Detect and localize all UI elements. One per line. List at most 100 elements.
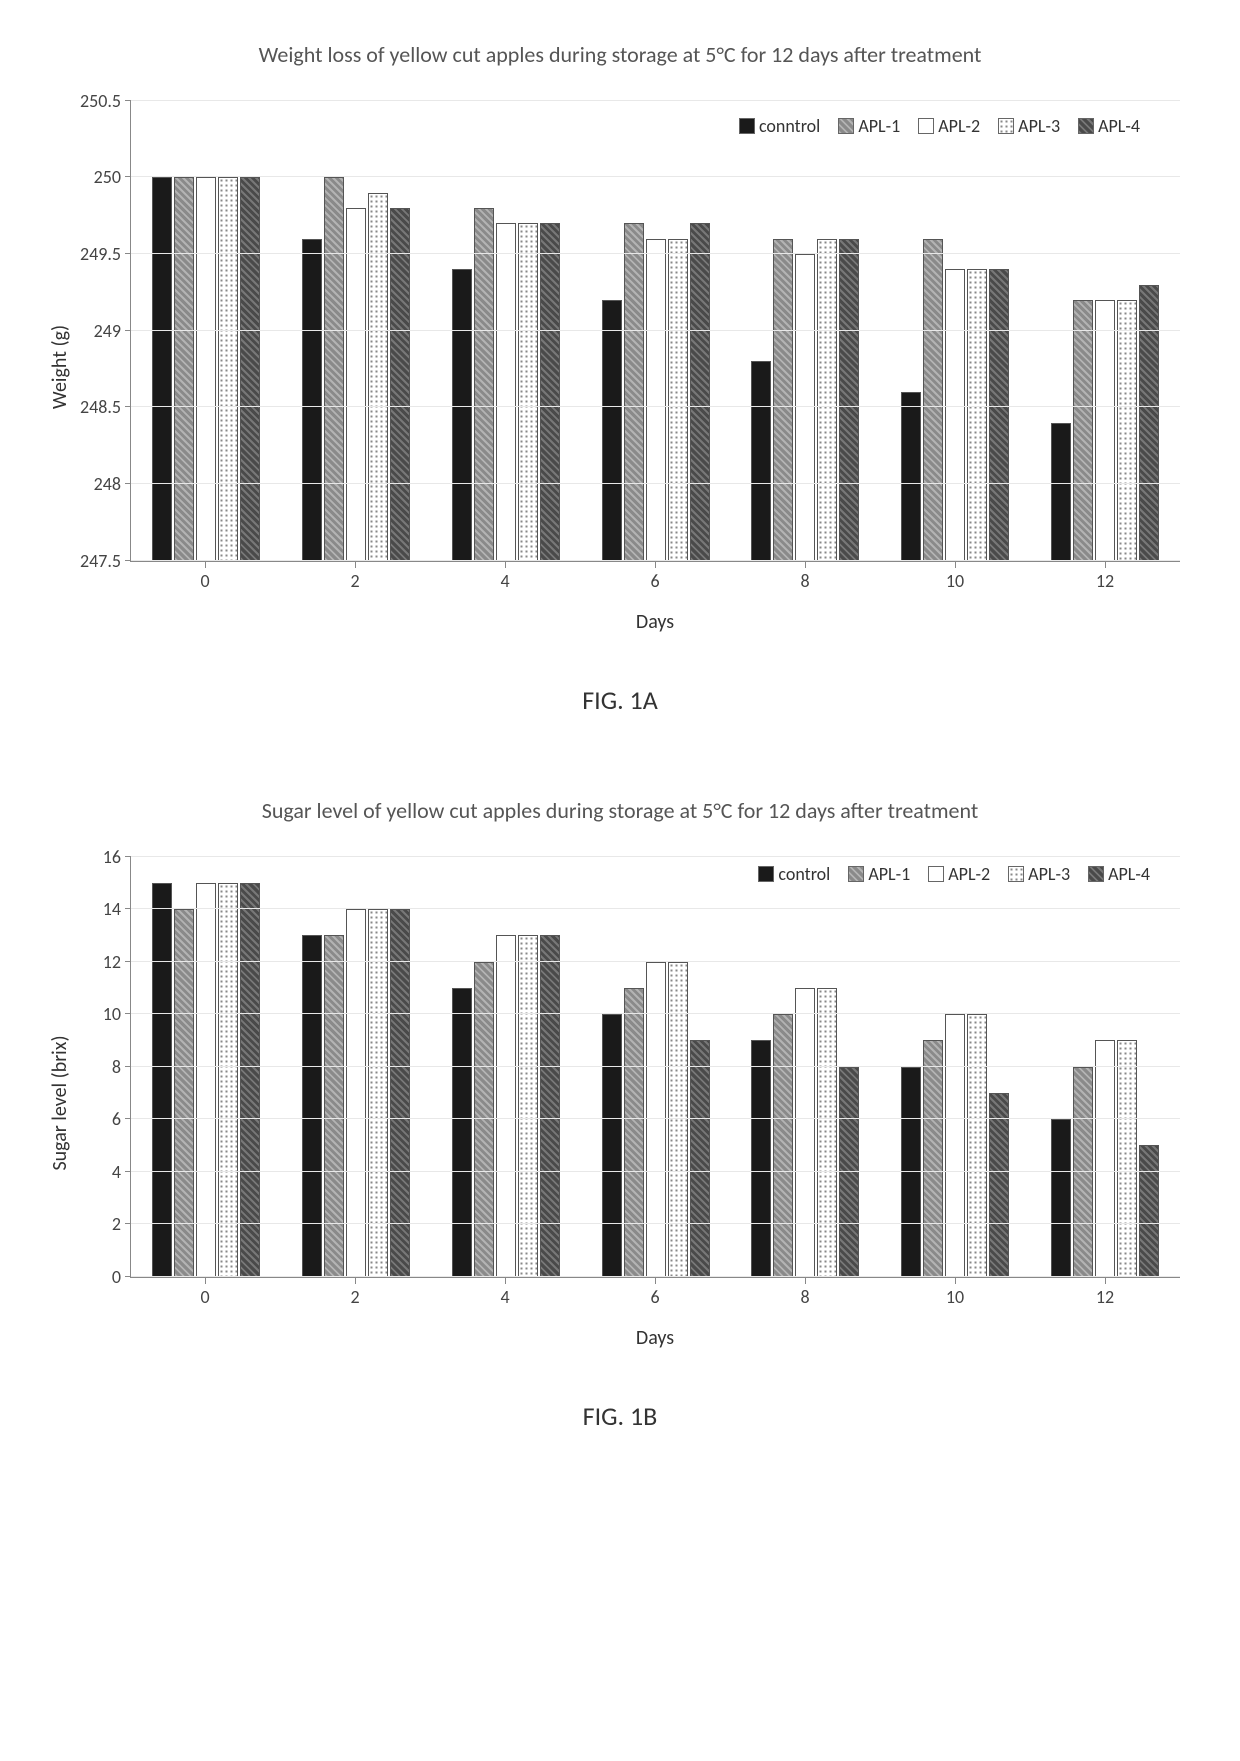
y-tick-label: 0 <box>112 1266 131 1288</box>
figure-1b: Sugar level of yellow cut apples during … <box>30 796 1210 1432</box>
legend-label: APL-4 <box>1098 115 1140 137</box>
y-tick-label: 249.5 <box>80 243 131 265</box>
legend-swatch-icon <box>758 866 774 882</box>
chart-a-legend: conntrolAPL-1APL-2APL-3APL-4 <box>739 115 1140 137</box>
chart-a-box: Weight (g) conntrolAPL-1APL-2APL-3APL-4 … <box>130 101 1180 634</box>
y-tick-label: 250.5 <box>80 90 131 112</box>
grid-line <box>131 1013 1180 1014</box>
bar <box>152 883 172 1277</box>
legend-label: APL-1 <box>858 115 900 137</box>
x-tick-label: 4 <box>430 570 580 592</box>
bar-group <box>880 857 1030 1277</box>
bar <box>540 223 560 560</box>
y-tick-label: 4 <box>112 1161 131 1183</box>
x-tick-label: 8 <box>730 570 880 592</box>
x-tick-label: 10 <box>880 570 1030 592</box>
grid-line <box>131 856 1180 857</box>
legend-label: APL-4 <box>1108 863 1150 885</box>
x-tick-label: 2 <box>280 1286 430 1308</box>
bar <box>240 883 260 1277</box>
bar <box>923 1040 943 1276</box>
bar <box>945 1014 965 1277</box>
bar <box>751 361 771 560</box>
bar <box>668 239 688 561</box>
grid-line <box>131 908 1180 909</box>
bar <box>368 193 388 561</box>
bar <box>518 223 538 560</box>
bar <box>1117 300 1137 561</box>
bar-group <box>1030 101 1180 561</box>
y-tick-label: 12 <box>103 951 131 973</box>
legend-item: conntrol <box>739 115 820 137</box>
bar-group <box>880 101 1030 561</box>
chart-b-ylabel: Sugar level (brix) <box>48 1036 72 1171</box>
chart-a-plot-area: conntrolAPL-1APL-2APL-3APL-4 247.5248248… <box>130 101 1180 562</box>
bar <box>901 392 921 561</box>
x-tick-label: 8 <box>730 1286 880 1308</box>
legend-swatch-icon <box>838 118 854 134</box>
bar-group <box>1030 857 1180 1277</box>
grid-line <box>131 483 1180 484</box>
grid-line <box>131 1276 1180 1277</box>
bar <box>817 988 837 1277</box>
legend-item: APL-1 <box>838 115 900 137</box>
x-tick-label: 4 <box>430 1286 580 1308</box>
bar-group <box>730 857 880 1277</box>
bar <box>518 935 538 1276</box>
figure-1b-caption: FIG. 1B <box>30 1400 1210 1432</box>
chart-a-ylabel: Weight (g) <box>48 325 72 409</box>
legend-item: APL-3 <box>998 115 1060 137</box>
y-tick-label: 14 <box>103 898 131 920</box>
y-tick-label: 250 <box>94 166 131 188</box>
bar <box>474 208 494 561</box>
bar <box>390 208 410 561</box>
bar <box>1139 285 1159 561</box>
bar <box>540 935 560 1276</box>
legend-item: APL-4 <box>1088 863 1150 885</box>
bar <box>773 239 793 561</box>
bar <box>1051 1119 1071 1277</box>
legend-swatch-icon <box>918 118 934 134</box>
bar <box>646 962 666 1277</box>
chart-a-groups <box>131 101 1180 561</box>
bar <box>196 883 216 1277</box>
bar <box>174 177 194 560</box>
bar <box>324 177 344 560</box>
legend-item: control <box>758 863 830 885</box>
legend-swatch-icon <box>1078 118 1094 134</box>
bar-group <box>281 101 431 561</box>
legend-label: APL-2 <box>948 863 990 885</box>
legend-swatch-icon <box>1008 866 1024 882</box>
bar <box>302 239 322 561</box>
x-tick-label: 0 <box>130 570 280 592</box>
bar <box>901 1067 921 1277</box>
bar <box>240 177 260 560</box>
bar-group <box>581 101 731 561</box>
bar <box>1073 1067 1093 1277</box>
figure-1a-caption: FIG. 1A <box>30 684 1210 716</box>
bar <box>839 239 859 561</box>
bar <box>1095 300 1115 561</box>
bar <box>368 909 388 1277</box>
grid-line <box>131 1223 1180 1224</box>
bar <box>302 935 322 1276</box>
grid-line <box>131 406 1180 407</box>
chart-b-plot-outer: controlAPL-1APL-2APL-3APL-4 024681012141… <box>130 857 1180 1350</box>
bar <box>989 269 1009 560</box>
grid-line <box>131 1066 1180 1067</box>
chart-b-box: Sugar level (brix) controlAPL-1APL-2APL-… <box>130 857 1180 1350</box>
bar <box>346 909 366 1277</box>
x-tick-label: 12 <box>1030 570 1180 592</box>
y-tick-label: 2 <box>112 1213 131 1235</box>
bar <box>989 1093 1009 1277</box>
chart-b-xlabel: Days <box>130 1326 1180 1350</box>
bar <box>817 239 837 561</box>
bar <box>174 909 194 1277</box>
bar <box>218 883 238 1277</box>
bar-group <box>281 857 431 1277</box>
bar <box>668 962 688 1277</box>
bar <box>624 223 644 560</box>
legend-label: APL-3 <box>1028 863 1070 885</box>
bar <box>152 177 172 560</box>
bar-group <box>431 857 581 1277</box>
